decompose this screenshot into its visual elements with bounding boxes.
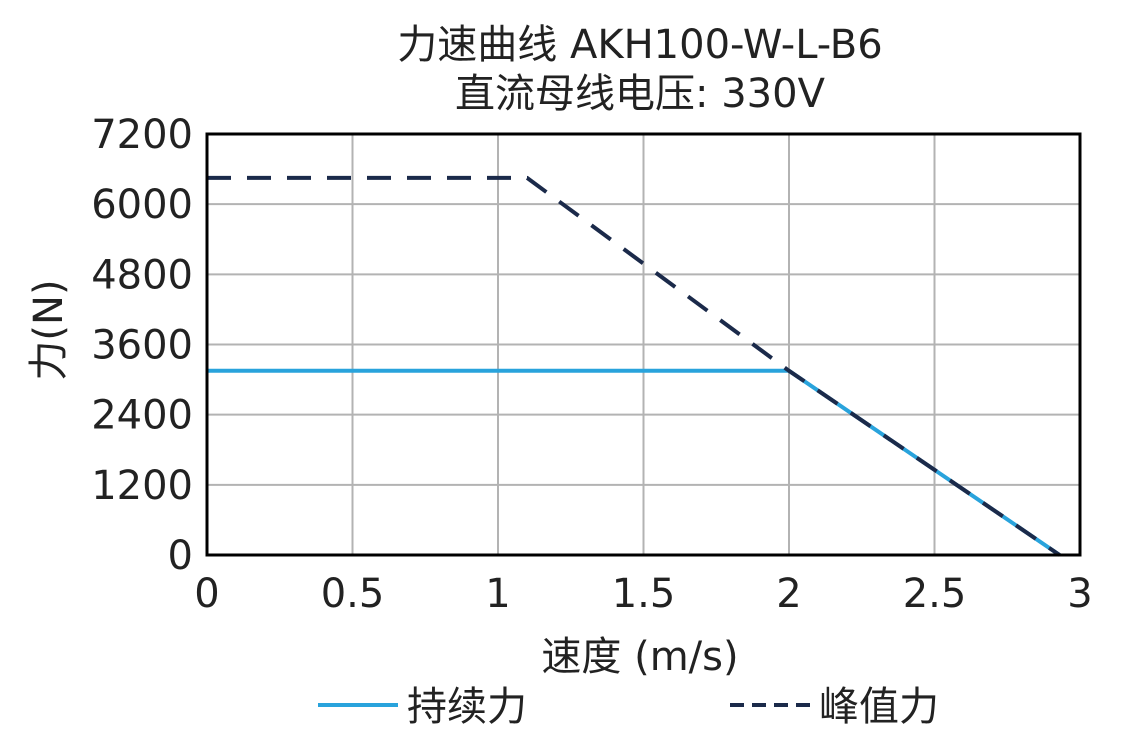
legend: 持续力 峰值力 bbox=[318, 684, 939, 730]
x-tick-label: 2.5 bbox=[903, 571, 967, 617]
legend-label: 峰值力 bbox=[819, 684, 939, 730]
x-tick-label: 1 bbox=[485, 571, 510, 617]
series-line-continuous-force bbox=[207, 368, 1061, 557]
plot-frame bbox=[205, 132, 1082, 557]
series-lines bbox=[207, 175, 1061, 557]
x-tick-label: 0 bbox=[194, 571, 219, 617]
y-tick-label: 4800 bbox=[91, 252, 193, 298]
chart-subtitle: 直流母线电压: 330V bbox=[455, 71, 826, 117]
x-tick-label: 2 bbox=[776, 571, 801, 617]
x-tick-label: 1.5 bbox=[612, 571, 676, 617]
chart-title: 力速曲线 AKH100-W-L-B6 bbox=[397, 22, 882, 68]
y-tick-label: 0 bbox=[168, 533, 193, 579]
y-tick-label: 3600 bbox=[91, 323, 193, 369]
tick-labels: 0 0.5 1 1.5 2 2.5 3 0 1200 2400 3600 4800 6000 7200 bbox=[91, 112, 1093, 617]
y-tick-label: 7200 bbox=[91, 112, 193, 158]
x-tick-label: 0.5 bbox=[321, 571, 385, 617]
x-axis-label: 速度 (m/s) bbox=[541, 634, 738, 680]
y-tick-label: 1200 bbox=[91, 463, 193, 509]
y-tick-label: 2400 bbox=[91, 393, 193, 439]
grid bbox=[206, 133, 1081, 556]
x-tick-label: 3 bbox=[1067, 571, 1092, 617]
y-axis-label: 力(N) bbox=[26, 279, 72, 380]
y-tick-label: 6000 bbox=[91, 182, 193, 228]
legend-label: 持续力 bbox=[407, 684, 527, 730]
series-line-peak-force bbox=[207, 175, 1061, 557]
